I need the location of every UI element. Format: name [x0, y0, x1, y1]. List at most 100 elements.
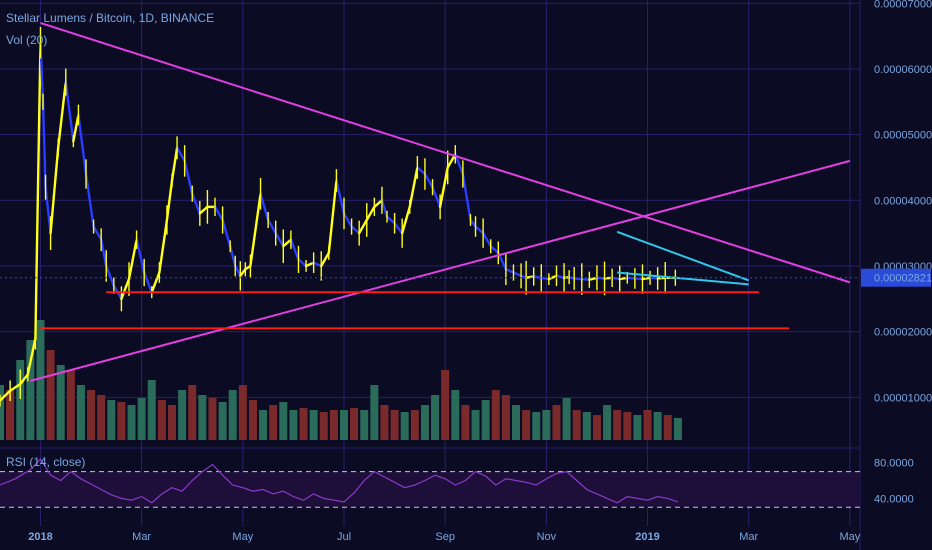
- time-tick-label: Mar: [132, 531, 151, 543]
- time-tick-label: Mar: [739, 531, 758, 543]
- price-segment: [454, 153, 465, 176]
- volume-bar: [168, 405, 176, 440]
- volume-bar: [350, 408, 359, 440]
- volume-bar: [481, 400, 490, 440]
- price-segment: [289, 238, 300, 261]
- price-tick-label: 0.00005000: [874, 130, 932, 142]
- trendlines: [0, 22, 860, 382]
- time-axis[interactable]: 2018 Mar May Jul Sep Nov 2019 Mar May: [28, 531, 861, 543]
- volume-bar: [319, 412, 328, 440]
- volume-bar: [643, 410, 652, 440]
- volume-bar: [410, 410, 419, 440]
- volume-bar: [46, 350, 55, 440]
- trendline-5: [617, 271, 749, 286]
- price-segment: [327, 179, 338, 255]
- time-tick-label: May: [232, 531, 253, 543]
- volume-bar: [117, 402, 126, 440]
- trendline-1: [30, 159, 851, 382]
- price-segment: [8, 382, 22, 392]
- rsi-band: [0, 471, 860, 508]
- volume-bar: [228, 390, 237, 440]
- price-segment: [342, 212, 353, 228]
- price-segment: [84, 172, 95, 228]
- volume-bar: [66, 370, 75, 440]
- price-segment: [198, 205, 209, 215]
- volume-bar: [137, 398, 146, 440]
- volume-bar: [603, 405, 612, 440]
- price-segment: [304, 261, 315, 268]
- price-segment: [633, 277, 644, 281]
- volume-bar: [87, 390, 96, 440]
- volume-bar: [572, 410, 581, 440]
- price-segment: [183, 159, 194, 195]
- price-segment: [335, 179, 346, 215]
- volume-bar: [663, 415, 672, 440]
- price-segment: [380, 199, 389, 218]
- price-segment: [461, 172, 472, 222]
- volume-bar: [491, 390, 500, 440]
- volume-bar: [633, 415, 642, 440]
- time-tick-label: 2018: [28, 531, 52, 543]
- volume-bar: [562, 398, 571, 440]
- volume-bar: [238, 385, 247, 440]
- price-segment: [150, 271, 161, 294]
- price-segment: [41, 100, 47, 189]
- price-segment: [228, 245, 237, 268]
- price-segment: [49, 146, 60, 235]
- rsi-pane: [0, 458, 860, 508]
- volume-bar: [360, 410, 369, 440]
- volume-bar: [178, 390, 187, 440]
- price-segment: [170, 146, 179, 182]
- price-segment: [142, 271, 153, 294]
- price-tick-label: 0.00002000: [874, 327, 932, 339]
- price-segment: [416, 166, 427, 176]
- price-segment: [610, 276, 621, 281]
- price-segment: [274, 231, 285, 248]
- price-segment: [77, 113, 88, 176]
- price-segment: [64, 80, 75, 143]
- trendline-0: [40, 22, 851, 284]
- price-segment: [350, 225, 361, 235]
- price-segment: [266, 218, 277, 235]
- time-tick-label: Jul: [337, 531, 351, 543]
- price-segment: [0, 389, 12, 402]
- volume-bar: [107, 400, 116, 440]
- price-segment: [56, 80, 67, 149]
- volume-bar: [623, 412, 632, 440]
- price-segment: [158, 218, 169, 274]
- price-segment: [469, 218, 477, 228]
- volume-bar: [208, 398, 217, 440]
- price-segment: [165, 179, 174, 222]
- price-tick-label: 0.00006000: [874, 64, 932, 76]
- volume-bar: [340, 410, 348, 440]
- volume-bar: [441, 370, 450, 440]
- volume-bar: [380, 405, 389, 440]
- volume-bar: [512, 405, 520, 440]
- volume-bar: [471, 410, 480, 440]
- price-segment: [512, 271, 523, 278]
- time-tick-label: Sep: [435, 531, 455, 543]
- volume-bar: [501, 395, 510, 440]
- volume-bar: [147, 380, 156, 440]
- rsi-line: [0, 458, 679, 504]
- price-tick-label: 0.00007000: [874, 0, 932, 10]
- price-segment: [423, 172, 434, 189]
- price-axis[interactable]: 0.00007000 0.00006000 0.00005000 0.00004000…: [861, 0, 932, 505]
- price-segment: [135, 238, 146, 274]
- price-segment: [249, 192, 262, 268]
- legend-title: Stellar Lumens / Bitcoin, 1D, BINANCE: [6, 11, 215, 25]
- price-segment: [400, 205, 411, 235]
- grid-lines: [0, 0, 861, 550]
- price-segment: [408, 166, 419, 209]
- volume-bar: [279, 402, 288, 440]
- volume-bar: [157, 400, 166, 440]
- volume-bar: [97, 395, 106, 440]
- volume-bar: [218, 402, 227, 440]
- volume-bar: [461, 405, 470, 440]
- price-segment: [385, 215, 396, 225]
- volume-bar: [188, 385, 197, 440]
- price-segment: [99, 238, 108, 268]
- volume-bar: [36, 320, 45, 440]
